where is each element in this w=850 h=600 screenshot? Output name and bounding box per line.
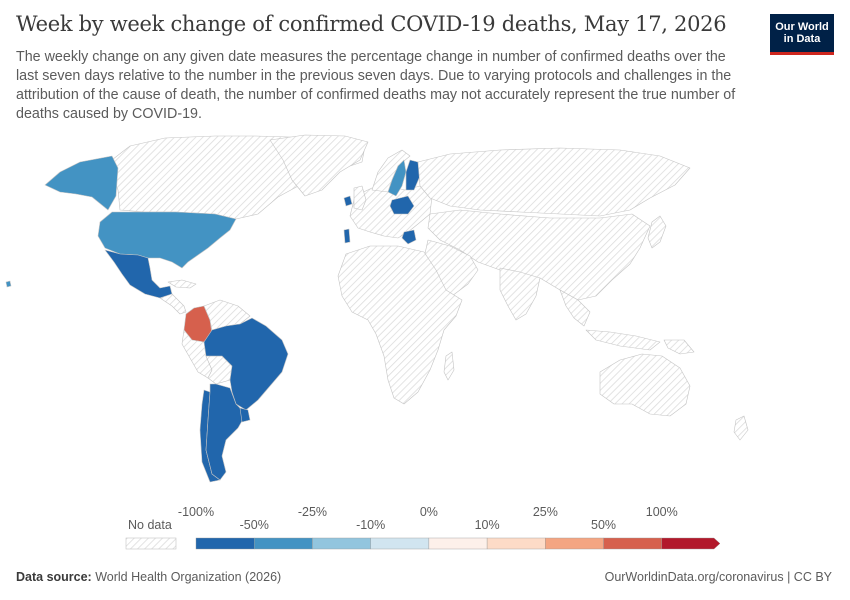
- no-data-swatch: No data: [125, 518, 177, 550]
- legend-tick-label: 25%: [533, 505, 558, 519]
- legend-tick-label: -100%: [178, 505, 214, 519]
- country-brazil[interactable]: [203, 317, 289, 411]
- country-united-states[interactable]: [97, 211, 237, 269]
- country-papua-new-guinea[interactable]: [663, 339, 695, 355]
- country-africa[interactable]: [337, 245, 463, 405]
- legend-tick-label: 100%: [646, 505, 678, 519]
- data-source: Data source: World Health Organization (…: [16, 570, 281, 584]
- country-poland[interactable]: [389, 195, 415, 215]
- country-finland[interactable]: [405, 159, 421, 191]
- legend-swatch[interactable]: [370, 537, 430, 550]
- legend-swatch[interactable]: [312, 537, 371, 550]
- country-sweden[interactable]: [387, 159, 407, 197]
- country-mexico[interactable]: [104, 249, 173, 299]
- owid-logo[interactable]: Our World in Data: [770, 14, 834, 55]
- legend-tick-label: 50%: [591, 518, 616, 532]
- logo-line-1: Our World: [775, 21, 829, 33]
- country-alaska[interactable]: [44, 155, 119, 211]
- no-data-label: No data: [128, 518, 172, 532]
- country-greenland[interactable]: [269, 134, 369, 197]
- country-central-america[interactable]: [159, 293, 187, 315]
- country-madagascar[interactable]: [443, 351, 455, 381]
- country-india[interactable]: [499, 267, 541, 321]
- data-source-value: World Health Organization (2026): [95, 570, 282, 584]
- legend-swatch[interactable]: [661, 537, 721, 550]
- legend-tick-label: -10%: [356, 518, 385, 532]
- legend-swatch[interactable]: [428, 537, 488, 550]
- logo-line-2: in Data: [783, 33, 821, 45]
- country-southeast-asia[interactable]: [559, 289, 591, 327]
- legend-tick-label: -50%: [240, 518, 269, 532]
- country-united-kingdom[interactable]: [353, 185, 367, 211]
- country-indonesia[interactable]: [585, 329, 661, 351]
- country-new-zealand[interactable]: [733, 415, 749, 441]
- chart-title: Week by week change of confirmed COVID-1…: [16, 12, 727, 36]
- country-australia[interactable]: [599, 353, 691, 417]
- country-japan[interactable]: [647, 215, 667, 249]
- country-russia[interactable]: [417, 147, 691, 217]
- world-map: [5, 134, 749, 483]
- legend-swatch[interactable]: [195, 537, 255, 550]
- legend-swatch[interactable]: [486, 537, 546, 550]
- map-legend: No data -100% -50% -25% -10% 0% 10% 25% 50% 100%: [125, 505, 721, 550]
- legend-tick-label: -25%: [298, 505, 327, 519]
- country-uruguay[interactable]: [239, 407, 251, 423]
- country-portugal[interactable]: [343, 228, 351, 244]
- data-source-label: Data source:: [16, 570, 92, 584]
- country-ireland[interactable]: [343, 195, 353, 207]
- country-hawaii[interactable]: [5, 280, 12, 288]
- legend-swatch[interactable]: [254, 537, 313, 550]
- legend-swatch[interactable]: [603, 537, 662, 550]
- chart-subtitle: The weekly change on any given date meas…: [16, 49, 736, 122]
- legend-swatch[interactable]: [545, 537, 604, 550]
- legend-tick-label: 0%: [420, 505, 438, 519]
- legend-tick-label: 10%: [475, 518, 500, 532]
- country-greece[interactable]: [401, 229, 417, 245]
- owid-url[interactable]: OurWorldinData.org/coronavirus | CC BY: [604, 570, 832, 584]
- country-argentina[interactable]: [205, 383, 247, 481]
- country-cuba[interactable]: [167, 279, 197, 289]
